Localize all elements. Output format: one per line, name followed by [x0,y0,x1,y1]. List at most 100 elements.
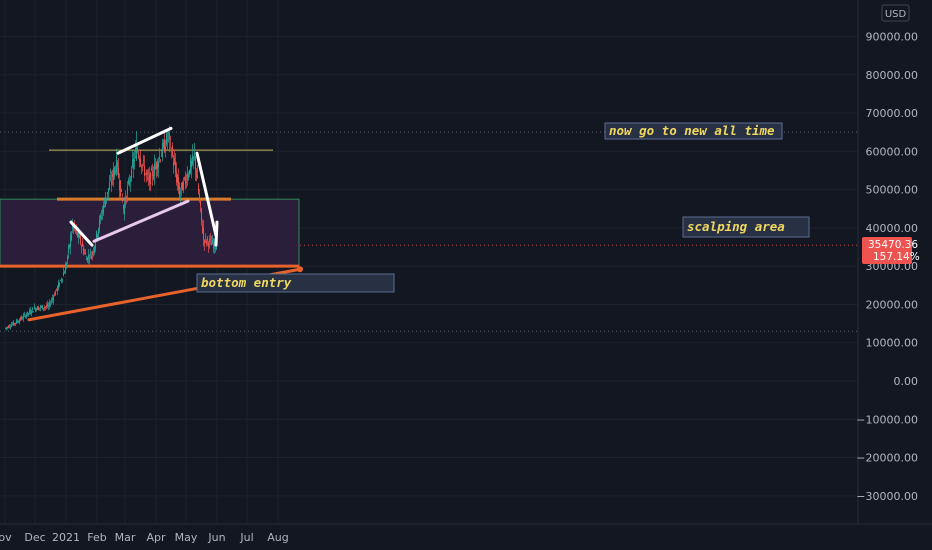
candle-body [35,308,36,311]
candle-body [25,315,26,318]
candle-body [13,321,14,326]
candle-body [115,171,116,173]
candle-body [55,291,56,296]
price-tick-label: 80000.00 [866,69,919,82]
trendline-pattern [195,151,218,238]
candle-body [90,252,91,254]
currency-label[interactable]: USD [881,4,910,22]
ath-note-text: now go to new all time [609,123,775,138]
candle-body [12,323,13,325]
candle-body [195,156,196,171]
price-tick-label: 20000.00 [866,298,919,311]
candle-body [154,163,155,177]
candle-body [160,160,161,162]
candle-body [10,326,11,328]
candle-body [107,192,108,195]
candle-body [210,238,211,240]
candle-body [62,278,63,280]
candle-body [31,312,32,314]
candle-body [193,156,194,159]
candle-body [79,235,80,238]
candle-body [118,167,119,178]
candle-body [152,171,153,177]
candle-body [176,171,177,183]
candle-body [103,204,104,214]
candle-body [190,159,191,173]
candle-body [45,306,46,308]
price-axis[interactable]: 90000.00 80000.00 70000.00 60000.00 50000.00… [856,30,918,502]
plot-area[interactable]: now go to new all time scalping area bot… [0,122,810,331]
candle-body [215,247,216,249]
candle-body [16,320,17,324]
candle-body [206,240,207,244]
scalping-note: scalping area [682,216,810,238]
candle-body [185,177,186,185]
currency-label-text: USD [885,9,907,20]
candle-body [91,255,92,259]
candle-body [11,324,12,327]
candle-body [208,242,209,247]
candle-body [157,161,158,170]
candle-body [198,185,199,194]
candle-body [117,162,118,167]
bottom-note: bottom entry [196,273,395,293]
candle-body [167,139,168,141]
candle-body [188,175,189,178]
candle-body [57,286,58,292]
candle-body [122,199,123,202]
candle-body [112,173,113,177]
price-tick-label: 60000.00 [866,145,919,158]
candle-body [78,233,79,237]
horizontal-levels [0,149,299,268]
candle-body [178,177,179,190]
candle-body [142,164,143,166]
candle-body [177,174,178,183]
candle-body [50,304,51,306]
candle-body [127,186,128,195]
time-axis[interactable]: ov Dec 2021 Feb Mar Apr May Jun Jul Aug [0,531,289,544]
candle-body [27,311,28,316]
candle-body [187,173,188,181]
candle-body [38,307,39,310]
candle-body [204,240,205,245]
candle-body [6,327,7,329]
bottom-note-text: bottom entry [201,275,292,290]
time-tick-label: Aug [267,531,288,544]
candle-body [163,141,164,148]
candle-body [102,210,103,213]
candle-body [80,235,81,244]
ath-note-box [604,122,783,140]
candle-body [144,165,145,176]
candle-body [166,133,167,145]
candle-body [71,233,72,241]
candle-body [181,182,182,188]
candle-body [48,305,49,307]
scalping-note-box [682,216,810,238]
candle-body [146,171,147,174]
candle-body [69,244,70,248]
candle-body [20,317,21,320]
candle-body [141,165,142,168]
candle-body [183,182,184,191]
candle-body [59,283,60,285]
candle-body [155,165,156,169]
candle-body [175,161,176,173]
candle-body [34,306,35,309]
candle-body [39,307,40,309]
candle-body [73,226,74,229]
candle-body [158,162,159,168]
candle-body [54,294,55,296]
candle-body [70,235,71,248]
candle-body [96,230,97,240]
candle-body [133,158,134,169]
candle-body [200,200,201,207]
candle-body [86,258,87,261]
ath-note: now go to new all time [604,122,783,140]
candle-body [121,188,122,192]
trendline-pattern [214,220,219,247]
candle-body [194,153,195,157]
candle-body [153,174,154,179]
candle-body [52,298,53,301]
time-tick-label: May [175,531,198,544]
